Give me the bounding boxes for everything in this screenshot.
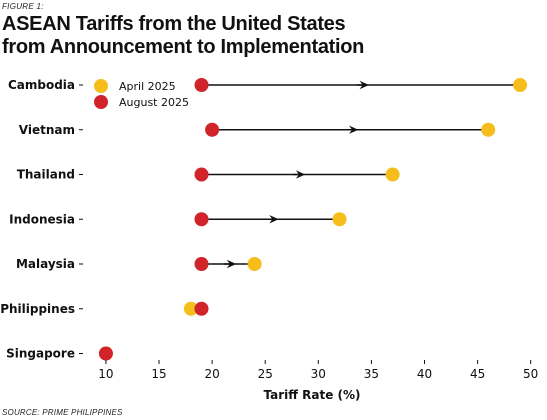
y-tick-label: Philippines <box>0 302 75 316</box>
x-tick-label: 35 <box>364 367 379 381</box>
row-thailand: Thailand <box>17 167 400 182</box>
legend: April 2025 August 2025 <box>94 79 189 109</box>
figure-label: FIGURE 1: <box>2 2 44 11</box>
x-tick-label: 20 <box>204 367 219 381</box>
legend-item: August 2025 <box>94 95 189 109</box>
chart-title-line-1: ASEAN Tariffs from the United States <box>2 13 346 35</box>
y-tick-label: Singapore <box>6 347 75 361</box>
x-axis-label: Tariff Rate (%) <box>263 388 360 402</box>
point-august-2025 <box>194 212 209 227</box>
point-august-2025 <box>205 122 220 137</box>
legend-label: April 2025 <box>119 80 176 93</box>
y-tick-label: Cambodia <box>8 78 75 92</box>
chart-title: ASEAN Tariffs from the United States fro… <box>2 13 364 59</box>
point-august-2025 <box>194 167 209 182</box>
y-tick-label: Malaysia <box>16 257 75 271</box>
point-april-2025 <box>332 212 347 227</box>
x-tick-label: 30 <box>311 367 326 381</box>
point-april-2025 <box>385 167 400 182</box>
point-april-2025 <box>247 257 262 271</box>
y-tick-label: Indonesia <box>9 212 75 226</box>
x-tick-label: 40 <box>417 367 432 381</box>
point-august-2025 <box>98 346 113 361</box>
chart-title-line-2: from Announcement to Implementation <box>2 36 365 58</box>
legend-label: August 2025 <box>119 96 189 109</box>
y-tick-label: Thailand <box>17 168 75 182</box>
point-april-2025 <box>513 78 528 92</box>
source-note: SOURCE: PRIME PHILIPPINES <box>2 408 123 417</box>
point-april-2025 <box>481 122 496 137</box>
x-tick-label: 45 <box>470 367 485 381</box>
x-axis: 10 15 20 25 30 35 40 45 50 <box>98 360 538 381</box>
y-tick-label: Vietnam <box>19 123 75 137</box>
point-april-2025 <box>183 301 198 316</box>
row-cambodia: Cambodia <box>8 78 528 92</box>
row-malaysia: Malaysia <box>16 257 262 271</box>
row-philippines: Philippines <box>0 301 209 316</box>
point-august-2025 <box>194 257 209 271</box>
x-tick-label: 15 <box>151 367 166 381</box>
point-august-2025 <box>194 78 209 92</box>
row-singapore: Singapore <box>6 346 113 361</box>
legend-swatch <box>94 95 108 109</box>
chart-rows: Cambodia Vietnam Thailand Indonesia Malaysia… <box>0 78 528 361</box>
point-august-2025 <box>194 301 209 316</box>
x-tick-label: 50 <box>523 367 538 381</box>
x-tick-label: 25 <box>258 367 273 381</box>
x-tick-label: 10 <box>98 367 113 381</box>
row-indonesia: Indonesia <box>9 212 347 227</box>
legend-swatch <box>94 79 108 93</box>
legend-item: April 2025 <box>94 79 176 93</box>
row-vietnam: Vietnam <box>19 122 496 137</box>
